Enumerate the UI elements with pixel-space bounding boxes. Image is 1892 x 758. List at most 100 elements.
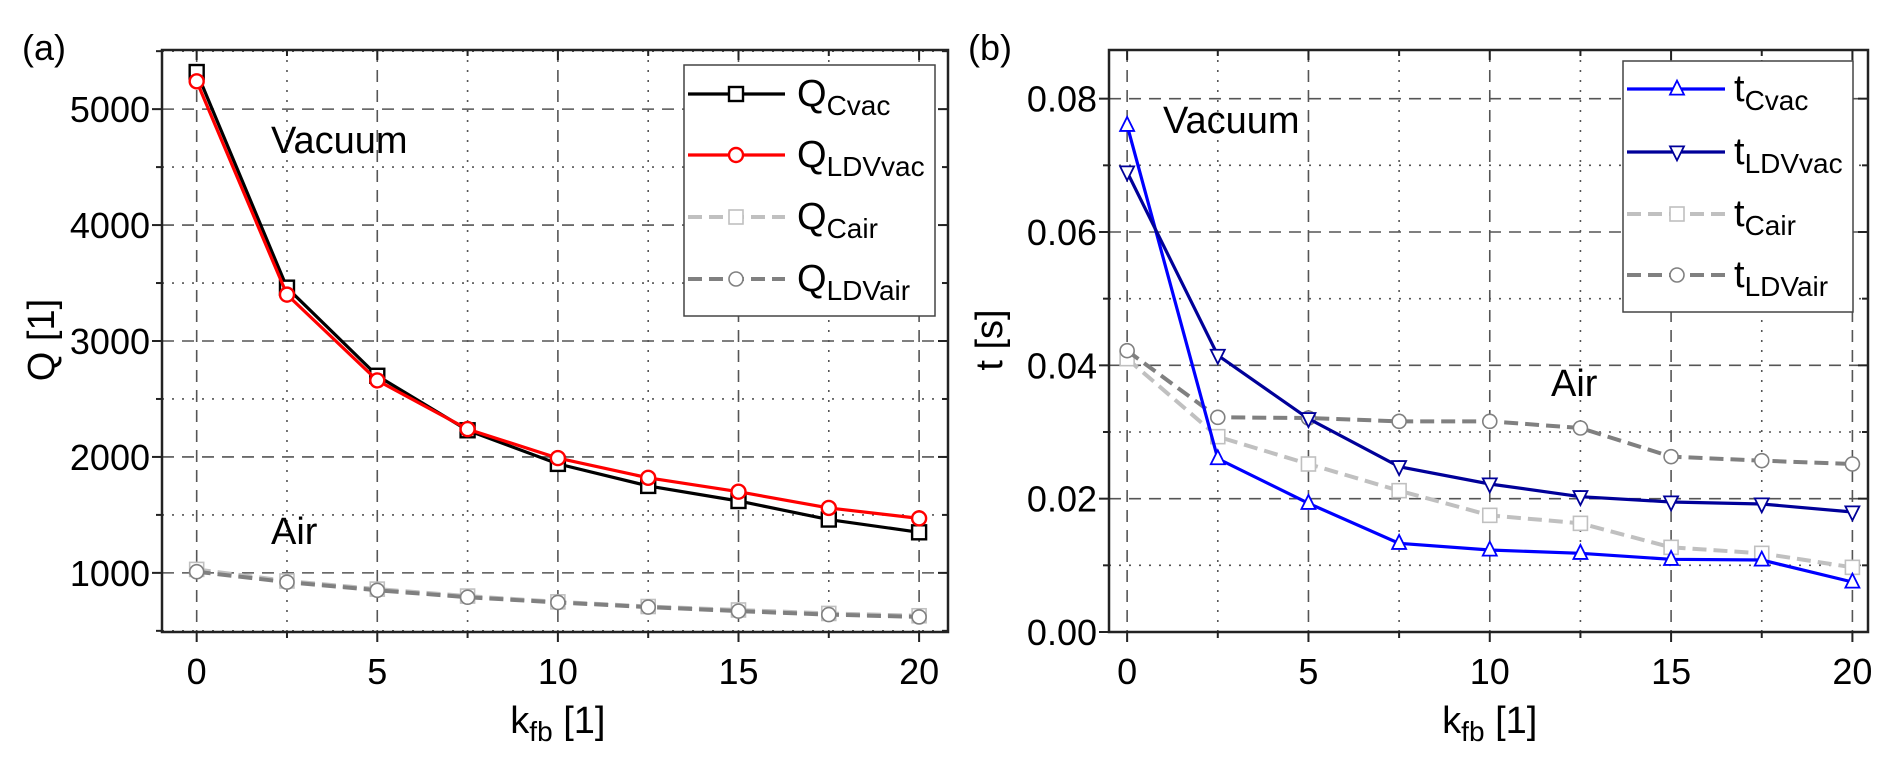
- annotation-air: Air: [1551, 363, 1598, 405]
- data-point: [188, 563, 205, 580]
- legend-label-main: Q: [797, 73, 827, 115]
- legend-label-sub: Cair: [1745, 210, 1796, 241]
- y-tick-label: 0.00: [1027, 612, 1097, 653]
- legend-label: tCvac: [1734, 68, 1808, 116]
- legend-label-main: t: [1734, 193, 1745, 235]
- data-point: [820, 499, 837, 517]
- data-point: [1391, 482, 1407, 499]
- x-tick-label: 20: [1832, 651, 1872, 692]
- x-tick-label: 0: [187, 651, 207, 692]
- panel-label: (a): [22, 27, 66, 68]
- x-axis-label-main: k: [510, 700, 530, 742]
- chart-panel-b: 0 5 10 15 20 0.00 0.02 0.04 0.06 0.08 kfb [1] t [s]…: [968, 27, 1872, 747]
- data-point: [1390, 532, 1408, 550]
- y-tick-label: 5000: [70, 89, 150, 130]
- legend-label: QLDVair: [797, 258, 910, 306]
- data-point: [1753, 497, 1771, 515]
- data-point: [188, 73, 205, 90]
- data-point: [730, 483, 747, 500]
- data-point: [278, 286, 296, 303]
- data-point: [459, 589, 476, 606]
- data-point: [1571, 490, 1589, 508]
- annotation-vacuum: Vacuum: [1163, 100, 1300, 142]
- data-point: [911, 609, 927, 625]
- legend-marker: [1668, 145, 1686, 163]
- x-axis-label-unit: [1]: [1485, 700, 1538, 742]
- data-point: [369, 582, 386, 599]
- legend-label-sub: Cair: [827, 213, 878, 244]
- legend-marker: [728, 209, 744, 225]
- data-point: [1481, 539, 1499, 557]
- data-point: [1391, 413, 1407, 430]
- data-point: [369, 372, 386, 389]
- legend-entry: QCvac: [688, 73, 890, 121]
- legend-marker: [1668, 78, 1686, 96]
- x-axis-label-sub: fb: [1461, 716, 1484, 747]
- data-point: [1390, 460, 1408, 478]
- x-axis-label-main: k: [1442, 700, 1462, 742]
- series-LDVvac: [1118, 165, 1861, 523]
- data-point: [1663, 448, 1679, 465]
- plot-frame: [160, 48, 950, 634]
- data-point: [1481, 477, 1499, 495]
- series-Cvac: [1118, 114, 1861, 589]
- series-LDVair: [1119, 342, 1861, 472]
- panel-label: (b): [968, 27, 1012, 68]
- chart-panel-a: 0 5 10 15 20 1000 2000 3000 4000 5000 kfb [1] Q [1]…: [21, 27, 950, 747]
- y-axis-label: t [s]: [969, 309, 1011, 370]
- data-point: [1572, 515, 1589, 532]
- legend-marker: [1669, 267, 1685, 283]
- data-point: [910, 510, 928, 527]
- legend-marker: [727, 85, 745, 103]
- y-tick-label: 2000: [70, 437, 150, 478]
- legend-entry: QCair: [688, 196, 878, 244]
- legend-marker: [1669, 206, 1685, 222]
- data-point: [1300, 456, 1317, 472]
- legend-label-sub: LDVair: [827, 275, 911, 306]
- data-point: [1299, 492, 1317, 510]
- data-point: [550, 594, 566, 611]
- y-axis-label: Q [1]: [21, 299, 63, 381]
- x-axis-label-sub: fb: [529, 716, 552, 747]
- legend-label-main: Q: [797, 258, 827, 300]
- legend-label-main: t: [1734, 131, 1745, 173]
- data-point: [1119, 342, 1135, 359]
- legend-entry: tCvac: [1627, 68, 1808, 116]
- x-tick-label: 5: [1298, 651, 1318, 692]
- data-point: [1753, 549, 1771, 567]
- data-point: [549, 449, 567, 467]
- x-tick-label: 5: [367, 651, 387, 692]
- data-point: [1209, 348, 1227, 366]
- legend-label: QCair: [797, 196, 878, 244]
- data-point: [730, 603, 747, 619]
- plot-frame: [1107, 48, 1870, 634]
- x-axis-label: kfb [1]: [1442, 700, 1537, 747]
- legend-label-sub: LDVvac: [1745, 148, 1843, 179]
- y-tick-label: 0.02: [1027, 479, 1097, 520]
- annotation-air: Air: [271, 511, 318, 553]
- legend-marker: [728, 271, 744, 287]
- data-point: [1571, 542, 1589, 560]
- series-LDVvac: [188, 73, 928, 527]
- data-point: [1481, 413, 1498, 430]
- x-tick-label: 10: [538, 651, 578, 692]
- data-point: [459, 420, 476, 438]
- legend-label-sub: Cvac: [827, 90, 891, 121]
- legend-label-main: Q: [797, 196, 827, 238]
- data-point: [1481, 507, 1498, 524]
- legend-label-sub: LDVair: [1745, 271, 1829, 302]
- legend-label-sub: LDVvac: [827, 151, 925, 182]
- legend-label-main: t: [1734, 68, 1745, 110]
- data-point: [1299, 412, 1317, 430]
- y-tick-label: 0.04: [1027, 345, 1097, 386]
- x-tick-label: 15: [718, 651, 758, 692]
- data-point: [1209, 448, 1227, 466]
- data-point: [1662, 495, 1680, 513]
- legend-entry: tLDVvac: [1627, 131, 1843, 179]
- legend-entry: QLDVair: [688, 258, 910, 306]
- x-axis-label: kfb [1]: [510, 700, 605, 747]
- legend-marker: [727, 146, 745, 164]
